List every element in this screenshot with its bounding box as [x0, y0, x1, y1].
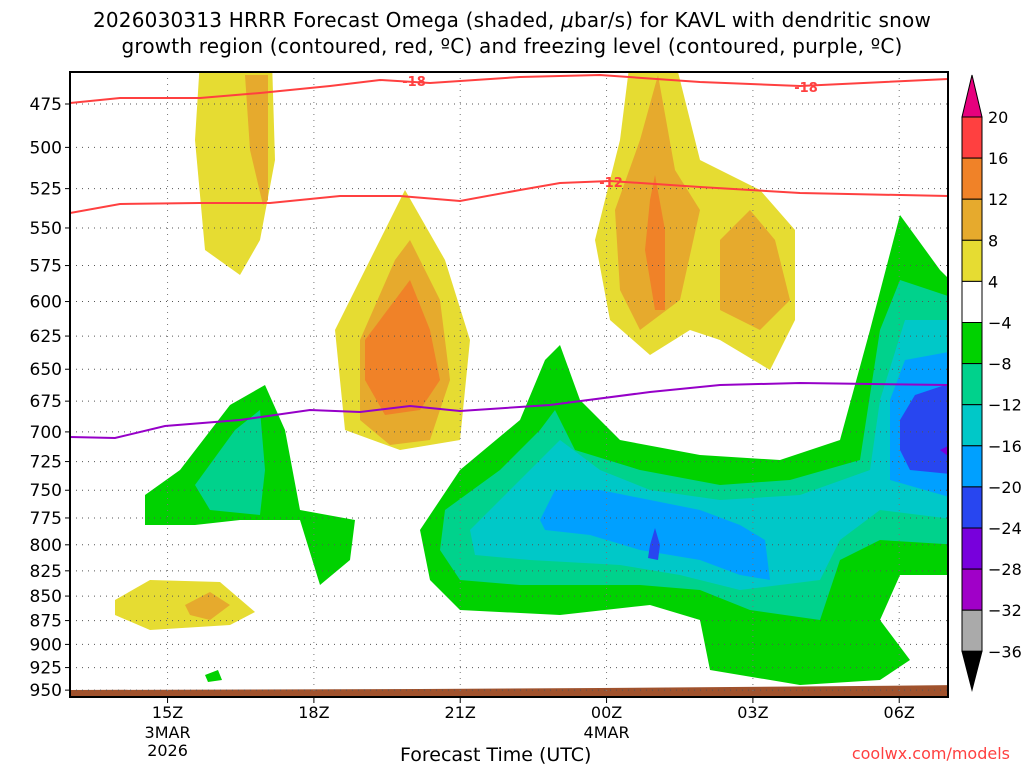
title-part: bar/s) for KAVL with dendritic snow	[573, 8, 932, 32]
x-tick-label: 18Z	[298, 703, 329, 722]
dgz-contour-minus18	[70, 73, 948, 104]
y-tick-label: 725	[30, 453, 62, 473]
x-tick-label: 03Z	[737, 703, 768, 722]
omega-shaded-region	[888, 72, 948, 158]
omega-shaded-region	[648, 528, 660, 560]
x-tick-label: 00Z	[591, 703, 622, 722]
y-tick-label: 500	[30, 138, 62, 158]
y-tick-label: 625	[30, 327, 62, 347]
y-tick-label: 950	[30, 681, 62, 701]
omega-shaded-region	[720, 210, 790, 330]
colorbar-box	[961, 404, 983, 447]
credit-text: coolwx.com/models	[851, 744, 1010, 763]
y-tick-label: 825	[30, 562, 62, 582]
colorbar-box	[961, 445, 983, 488]
contour-label: -18	[402, 75, 426, 90]
colorbar-label: −4	[988, 314, 1012, 333]
omega-shaded-region	[185, 592, 230, 620]
chart-title-line2: growth region (contoured, red, ºC) and f…	[121, 34, 903, 58]
colorbar-box	[961, 280, 983, 323]
omega-shaded-region	[462, 635, 555, 680]
colorbar-label: −8	[988, 355, 1012, 374]
colorbar-label: 4	[988, 272, 998, 291]
omega-shaded-region	[365, 280, 440, 415]
omega-shaded-region	[245, 75, 268, 205]
colorbar-label: −32	[988, 601, 1022, 620]
colorbar-box	[961, 322, 983, 365]
colorbar-label: −16	[988, 437, 1022, 456]
omega-shaded-region	[205, 670, 222, 682]
title-part: 2026030313 HRRR Forecast Omega (shaded,	[92, 8, 562, 32]
x-tick-label: 3MAR	[145, 723, 191, 742]
x-tick-label: 06Z	[884, 703, 915, 722]
x-tick-label: 2026	[147, 741, 188, 760]
y-tick-label: 750	[30, 481, 62, 501]
colorbar-box	[961, 609, 983, 652]
y-tick-label: 900	[30, 635, 62, 655]
colorbar-label: −20	[988, 478, 1022, 497]
y-tick-label: 675	[30, 392, 62, 412]
y-tick-label: 575	[30, 257, 62, 277]
chart-title-line1: 2026030313 HRRR Forecast Omega (shaded, …	[0, 8, 1024, 32]
y-tick-label: 800	[30, 536, 62, 556]
contour-label: -18	[794, 81, 818, 96]
colorbar-box	[961, 486, 983, 529]
y-tick-label: 850	[30, 587, 62, 607]
colorbar-box	[961, 527, 983, 570]
y-tick-label: 525	[30, 180, 62, 200]
colorbar-label: −36	[988, 642, 1022, 661]
y-tick-label: 600	[30, 293, 62, 313]
y-tick-label: 875	[30, 612, 62, 632]
y-tick-label: 475	[30, 95, 62, 115]
y-tick-label: 925	[30, 659, 62, 679]
colorbar-box	[961, 239, 983, 282]
x-axis-label: Forecast Time (UTC)	[400, 744, 592, 766]
colorbar-label: 8	[988, 231, 998, 250]
y-tick-label: 550	[30, 219, 62, 239]
y-tick-label: 700	[30, 423, 62, 443]
dgz-contour-minus12	[70, 179, 948, 214]
colorbar-label: −28	[988, 560, 1022, 579]
omega-shaded-region	[900, 384, 948, 474]
colorbar-label: 20	[988, 108, 1008, 127]
colorbar-under-triangle	[961, 650, 983, 692]
omega-shaded-region	[195, 410, 265, 515]
colorbar-box	[961, 157, 983, 200]
omega-shaded-region	[940, 446, 948, 456]
freezing-level-contour	[70, 381, 948, 440]
colorbar-over-triangle	[961, 74, 983, 118]
contour-label: -12	[599, 176, 623, 191]
colorbar-label: 16	[988, 149, 1008, 168]
colorbar-label: −12	[988, 396, 1022, 415]
colorbar-box	[961, 363, 983, 406]
colorbar-label: −24	[988, 519, 1022, 538]
y-tick-label: 650	[30, 360, 62, 380]
x-tick-label: 21Z	[445, 703, 476, 722]
y-tick-label: 775	[30, 509, 62, 529]
x-tick-label: 4MAR	[584, 723, 630, 742]
colorbar-box	[961, 198, 983, 241]
colorbar-box	[961, 568, 983, 611]
x-tick-label: 15Z	[152, 703, 183, 722]
colorbar-box	[961, 116, 983, 159]
plot-frame	[69, 71, 949, 698]
terrain-fill	[70, 685, 948, 697]
omega-shaded-region	[645, 175, 665, 310]
plot-area: -18 -18 -12	[70, 72, 948, 697]
colorbar-label: 12	[988, 190, 1008, 209]
title-mu: μ	[561, 8, 574, 32]
